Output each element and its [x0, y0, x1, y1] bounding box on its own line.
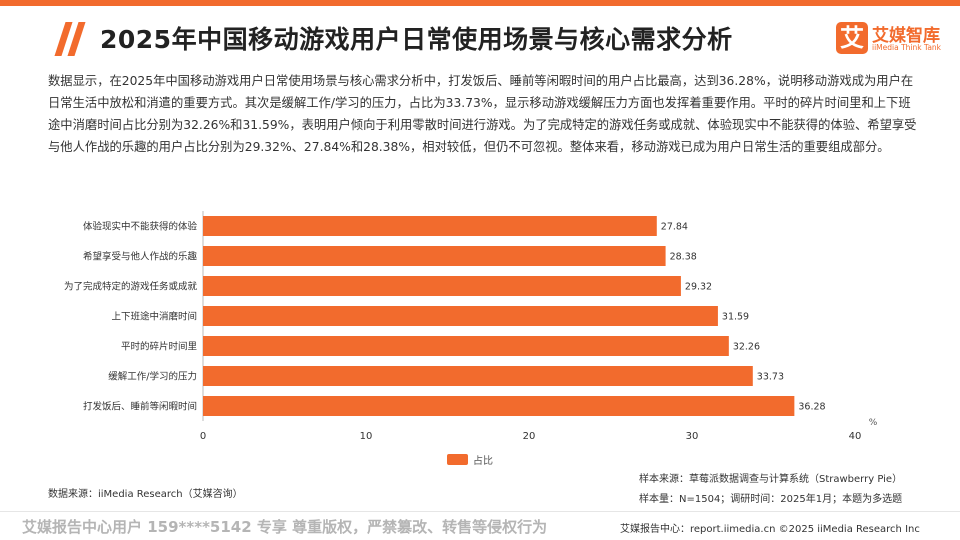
- sample-source: 样本来源：草莓派数据调查与计算系统（Strawberry Pie）: [639, 474, 903, 485]
- category-label: 上下班途中消磨时间: [111, 311, 197, 323]
- bar[interactable]: [203, 366, 753, 386]
- bar[interactable]: [203, 396, 795, 416]
- data-label: 27.84: [661, 222, 688, 233]
- logo-subtitle: iiMedia Think Tank: [872, 43, 942, 52]
- bar[interactable]: [203, 246, 666, 266]
- data-source: 数据来源：iiMedia Research（艾媒咨询）: [48, 489, 243, 500]
- footer-divider: [0, 511, 960, 512]
- bar-chart: 体验现实中不能获得的体验 27.84 希望享受与他人作战的乐趣 28.38 为了完成特定…: [64, 211, 878, 442]
- footer-site: 艾媒报告中心：report.iimedia.cn ©2025 iiMedia R…: [620, 524, 920, 535]
- bar[interactable]: [203, 216, 657, 236]
- data-label: 36.28: [798, 402, 825, 413]
- x-tick-label: 30: [686, 431, 699, 442]
- brand-logo: 艾 艾媒智库 iiMedia Think Tank: [836, 20, 946, 60]
- page-title: 2025年中国移动游戏用户日常使用场景与核心需求分析: [100, 25, 733, 54]
- category-label: 打发饭后、睡前等闲暇时间: [83, 401, 197, 413]
- category-label: 体验现实中不能获得的体验: [83, 221, 198, 233]
- category-label: 缓解工作/学习的压力: [108, 371, 197, 383]
- top-accent-bar: [0, 0, 960, 6]
- data-label: 29.32: [685, 282, 712, 293]
- category-label: 平时的碎片时间里: [121, 341, 197, 353]
- category-label: 希望享受与他人作战的乐趣: [83, 251, 198, 263]
- sample-size: 样本量：N=1504；调研时间：2025年1月；本题为多选题: [639, 494, 903, 505]
- x-tick-label: 40: [849, 431, 862, 442]
- data-label: 31.59: [722, 312, 749, 323]
- legend-label: 占比: [473, 456, 493, 467]
- bar[interactable]: [203, 276, 681, 296]
- data-label: 32.26: [733, 342, 760, 353]
- bar[interactable]: [203, 336, 729, 356]
- copyright-watermark: 艾媒报告中心用户 159****5142 专享 尊重版权，严禁篡改、转售等侵权行…: [22, 518, 548, 536]
- legend-swatch: [447, 454, 468, 465]
- x-tick-label: 10: [360, 431, 373, 442]
- logo-name: 艾媒智库: [872, 26, 940, 46]
- logo-icon: 艾: [836, 22, 868, 54]
- axis-unit-label: %: [869, 418, 878, 428]
- bar[interactable]: [203, 306, 718, 326]
- x-tick-label: 20: [523, 431, 536, 442]
- data-label: 28.38: [670, 252, 697, 263]
- category-label: 为了完成特定的游戏任务或成就: [64, 281, 198, 293]
- data-label: 33.73: [757, 372, 784, 383]
- x-tick-label: 0: [200, 431, 206, 442]
- description-paragraph: 数据显示，在2025年中国移动游戏用户日常使用场景与核心需求分析中，打发饭后、睡…: [48, 74, 917, 154]
